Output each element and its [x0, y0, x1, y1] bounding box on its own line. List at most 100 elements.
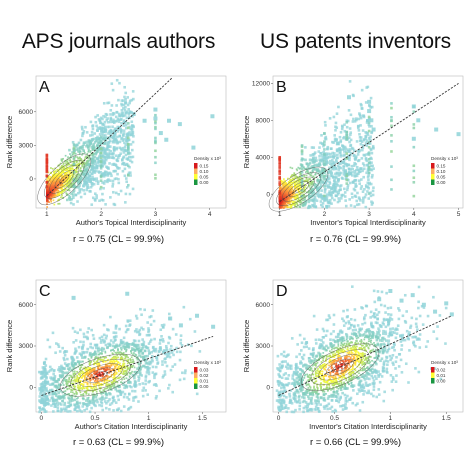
- scatter-point: [121, 382, 124, 384]
- scatter-point: [81, 163, 84, 166]
- scatter-point: [104, 343, 108, 347]
- scatter-point: [84, 391, 87, 393]
- scatter-point: [109, 113, 112, 116]
- scatter-point: [51, 396, 54, 399]
- scatter-point: [95, 386, 97, 389]
- scatter-point: [76, 167, 79, 169]
- scatter-point: [369, 156, 372, 160]
- scatter-point: [369, 194, 373, 198]
- scatter-point: [117, 181, 121, 185]
- scatter-point: [81, 397, 84, 400]
- scatter-point: [289, 204, 292, 207]
- scatter-point: [84, 377, 86, 379]
- scatter-point: [63, 371, 67, 375]
- scatter-point: [51, 399, 55, 402]
- scatter-point: [347, 163, 351, 167]
- scatter-point: [38, 410, 41, 414]
- scatter-point: [315, 159, 318, 162]
- scatter-point: [135, 354, 138, 356]
- scatter-point: [76, 156, 79, 159]
- scatter-point: [80, 169, 83, 172]
- scatter-point: [77, 384, 79, 387]
- outlier-point: [210, 114, 215, 119]
- scatter-point: [113, 335, 117, 339]
- cluster-point: [126, 136, 130, 140]
- scatter-point: [311, 169, 314, 172]
- scatter-point: [118, 327, 121, 331]
- scatter-point: [82, 143, 86, 146]
- scatter-point: [80, 394, 82, 396]
- scatter-point: [167, 312, 171, 316]
- scatter-point: [122, 351, 125, 354]
- scatter-point: [85, 160, 88, 163]
- cluster-point: [300, 171, 304, 174]
- scatter-point: [292, 200, 295, 203]
- scatter-point: [107, 137, 110, 140]
- scatter-point: [46, 338, 50, 342]
- scatter-point: [61, 346, 64, 350]
- scatter-point: [111, 125, 114, 129]
- scatter-point: [331, 161, 335, 164]
- scatter-point: [284, 196, 287, 199]
- scatter-point: [103, 388, 106, 390]
- scatter-point: [188, 317, 192, 321]
- scatter-point: [314, 172, 317, 175]
- cluster-point: [367, 171, 371, 175]
- scatter-point: [309, 182, 311, 185]
- scatter-point: [114, 120, 117, 123]
- scatter-point: [51, 331, 55, 335]
- scatter-point: [324, 135, 328, 139]
- scatter-point: [115, 177, 118, 180]
- scatter-point: [330, 187, 333, 191]
- scatter-point: [125, 343, 129, 347]
- scatter-point: [95, 343, 99, 347]
- scatter-point: [117, 370, 120, 373]
- scatter-point: [160, 335, 163, 338]
- scatter-point: [41, 373, 45, 377]
- scatter-point: [137, 362, 140, 365]
- scatter-point: [53, 196, 56, 198]
- scatter-point: [113, 140, 117, 144]
- scatter-point: [135, 328, 138, 331]
- scatter-point: [330, 174, 334, 178]
- scatter-point: [313, 184, 315, 187]
- scatter-point: [93, 192, 97, 196]
- cluster-point: [45, 180, 49, 184]
- scatter-point: [71, 359, 75, 363]
- scatter-point: [140, 313, 143, 317]
- scatter-point: [45, 395, 48, 398]
- scatter-point: [158, 342, 162, 345]
- scatter-point: [329, 192, 332, 195]
- scatter-point: [342, 193, 345, 197]
- cluster-point: [390, 102, 393, 105]
- scatter-point: [75, 179, 78, 181]
- scatter-point: [312, 180, 315, 183]
- scatter-point: [50, 367, 54, 371]
- scatter-point: [79, 340, 82, 344]
- scatter-point: [67, 401, 70, 404]
- scatter-point: [118, 125, 122, 129]
- scatter-point: [120, 99, 124, 102]
- scatter-point: [87, 403, 91, 406]
- legend-label: 0.05: [437, 175, 446, 180]
- scatter-point: [119, 409, 123, 413]
- scatter-point: [174, 333, 178, 336]
- cluster-point: [367, 141, 371, 144]
- scatter-point: [96, 358, 99, 361]
- scatter-point: [60, 178, 63, 181]
- scatter-point: [346, 184, 350, 187]
- scatter-point: [87, 393, 90, 396]
- scatter-point: [330, 164, 333, 168]
- scatter-point: [39, 372, 43, 376]
- scatter-point: [124, 91, 128, 95]
- scatter-point: [152, 319, 156, 323]
- scatter-point: [92, 160, 96, 163]
- scatter-point: [66, 168, 69, 171]
- scatter-point: [117, 118, 121, 122]
- scatter-point: [135, 348, 139, 351]
- legend-label: 0.00: [437, 180, 446, 185]
- scatter-point: [337, 189, 341, 192]
- scatter-point: [101, 181, 104, 184]
- x-tick-label: 4: [412, 211, 416, 218]
- legend-swatch: [431, 163, 435, 169]
